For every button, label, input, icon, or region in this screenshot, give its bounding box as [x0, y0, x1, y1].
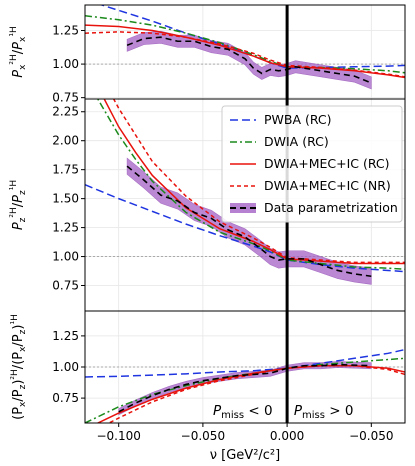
- ylabel-ratio: (Px/Pz)²H/(Px/Pz)¹H: [10, 314, 28, 420]
- series-full_rc-pz: [103, 99, 405, 265]
- ytick-label: 1.25: [52, 24, 79, 38]
- ytick-label: 1.75: [52, 163, 79, 177]
- series-pwba-ratio: [85, 348, 405, 378]
- annotation-pmiss: Pmiss < 0: [213, 403, 273, 421]
- x-axis: −0.100 −0.050 0.000 −0.050 ν [GeV²/c²]: [96, 423, 394, 463]
- ylabel-px: Px²H/Px¹H: [9, 26, 28, 78]
- annotation-pmiss: Pmiss > 0: [294, 403, 354, 421]
- xlabel: ν [GeV²/c²]: [210, 448, 280, 463]
- ytick-label: 1.25: [52, 221, 79, 235]
- panel-px: 0.75 1.00 1.25 Px²H/Px¹H: [9, 4, 406, 105]
- series-pwba-pz: [85, 184, 405, 273]
- ytick-label: 1.00: [52, 250, 79, 264]
- xtick-label: 0.000: [270, 429, 304, 443]
- series-full_nr-pz: [112, 99, 405, 264]
- panel-frame: [84, 4, 406, 100]
- legend-label-data: Data parametrization: [264, 200, 398, 215]
- legend-label-pwba: PWBA (RC): [264, 112, 332, 127]
- xtick-label: −0.050: [181, 429, 225, 443]
- data-band-px: [126, 30, 372, 90]
- xtick-label: −0.100: [96, 429, 140, 443]
- series-data-pz: [126, 165, 372, 278]
- series-full_rc-px: [85, 24, 405, 79]
- series-full_nr-ratio: [107, 365, 405, 423]
- ytick-label: 1.00: [52, 360, 79, 374]
- series-dwia-pz: [96, 99, 405, 271]
- legend: PWBA (RC) DWIA (RC) DWIA+MEC+IC (RC) DWIA+M…: [221, 105, 403, 223]
- legend-label-full_nr: DWIA+MEC+IC (NR): [264, 178, 391, 193]
- ytick-label: 2.25: [52, 105, 79, 119]
- legend-box: [221, 105, 403, 223]
- series-dwia-px: [85, 14, 405, 74]
- ytick-label: 1.25: [52, 329, 79, 343]
- xtick-label: −0.050: [349, 429, 393, 443]
- annotations: Pmiss < 0 Pmiss > 0: [213, 403, 353, 421]
- ytick-label: 0.75: [52, 91, 79, 105]
- ytick-label: 1.00: [52, 57, 79, 71]
- ytick-label: 1.50: [52, 192, 79, 206]
- series-data-ratio: [118, 363, 372, 413]
- ytick-label: 2.00: [52, 134, 79, 148]
- ylabel-pz: Pz²H/Pz¹H: [9, 180, 28, 230]
- ytick-label: 0.75: [52, 391, 79, 405]
- ytick-label: 0.75: [52, 279, 79, 293]
- panel-ratio: 0.75 1.00 1.25 (Px/Pz)²H/(Px/Pz)¹H: [10, 310, 406, 424]
- legend-label-full_rc: DWIA+MEC+IC (RC): [264, 156, 390, 171]
- legend-label-dwia: DWIA (RC): [264, 134, 329, 149]
- series-data-px: [126, 36, 372, 84]
